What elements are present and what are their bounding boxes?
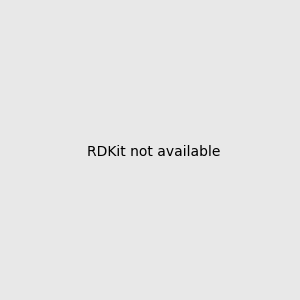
Text: RDKit not available: RDKit not available xyxy=(87,145,220,158)
